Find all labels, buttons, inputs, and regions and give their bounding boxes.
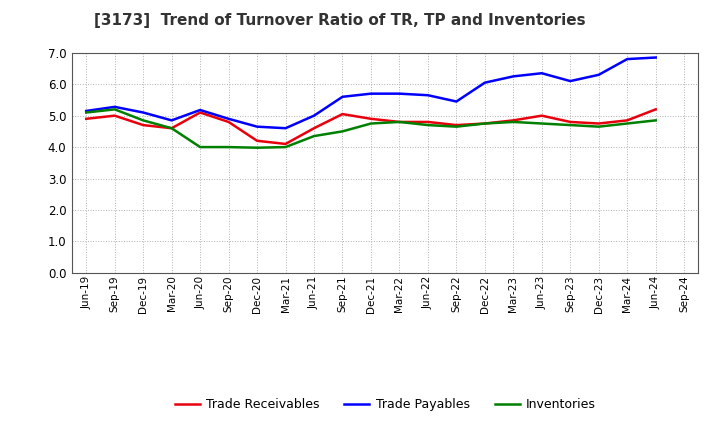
Inventories	[167, 125, 176, 131]
Inventories	[310, 133, 318, 139]
Trade Receivables	[366, 116, 375, 121]
Trade Payables	[366, 91, 375, 96]
Line: Inventories: Inventories	[86, 110, 656, 148]
Inventories	[395, 119, 404, 125]
Inventories	[509, 119, 518, 125]
Inventories	[253, 145, 261, 150]
Trade Receivables	[623, 118, 631, 123]
Inventories	[452, 124, 461, 129]
Trade Payables	[566, 78, 575, 84]
Line: Trade Receivables: Trade Receivables	[86, 110, 656, 144]
Trade Payables	[196, 107, 204, 113]
Inventories	[196, 144, 204, 150]
Inventories	[338, 129, 347, 134]
Trade Payables	[595, 72, 603, 77]
Inventories	[566, 122, 575, 128]
Trade Receivables	[196, 110, 204, 115]
Trade Receivables	[595, 121, 603, 126]
Trade Payables	[509, 74, 518, 79]
Legend: Trade Receivables, Trade Payables, Inventories: Trade Receivables, Trade Payables, Inven…	[170, 393, 600, 416]
Trade Receivables	[110, 113, 119, 118]
Trade Receivables	[167, 125, 176, 131]
Trade Receivables	[480, 121, 489, 126]
Text: [3173]  Trend of Turnover Ratio of TR, TP and Inventories: [3173] Trend of Turnover Ratio of TR, TP…	[94, 13, 585, 28]
Trade Payables	[282, 125, 290, 131]
Trade Payables	[423, 92, 432, 98]
Inventories	[423, 122, 432, 128]
Inventories	[623, 121, 631, 126]
Trade Payables	[253, 124, 261, 129]
Inventories	[82, 110, 91, 115]
Trade Payables	[139, 110, 148, 115]
Trade Receivables	[509, 118, 518, 123]
Trade Receivables	[139, 122, 148, 128]
Trade Receivables	[537, 113, 546, 118]
Trade Payables	[480, 80, 489, 85]
Trade Receivables	[566, 119, 575, 125]
Trade Payables	[82, 108, 91, 114]
Trade Receivables	[253, 138, 261, 143]
Trade Receivables	[82, 116, 91, 121]
Trade Receivables	[652, 107, 660, 112]
Inventories	[366, 121, 375, 126]
Inventories	[110, 107, 119, 112]
Trade Payables	[452, 99, 461, 104]
Inventories	[225, 144, 233, 150]
Trade Receivables	[452, 122, 461, 128]
Line: Trade Payables: Trade Payables	[86, 58, 656, 128]
Inventories	[652, 118, 660, 123]
Inventories	[139, 118, 148, 123]
Inventories	[480, 121, 489, 126]
Trade Payables	[110, 104, 119, 110]
Inventories	[595, 124, 603, 129]
Trade Payables	[225, 116, 233, 121]
Inventories	[537, 121, 546, 126]
Trade Receivables	[310, 125, 318, 131]
Trade Receivables	[395, 119, 404, 125]
Trade Payables	[310, 113, 318, 118]
Trade Payables	[623, 56, 631, 62]
Trade Receivables	[282, 141, 290, 147]
Trade Payables	[395, 91, 404, 96]
Trade Payables	[338, 94, 347, 99]
Trade Payables	[167, 118, 176, 123]
Trade Receivables	[423, 119, 432, 125]
Inventories	[282, 144, 290, 150]
Trade Receivables	[338, 111, 347, 117]
Trade Receivables	[225, 119, 233, 125]
Trade Payables	[652, 55, 660, 60]
Trade Payables	[537, 70, 546, 76]
